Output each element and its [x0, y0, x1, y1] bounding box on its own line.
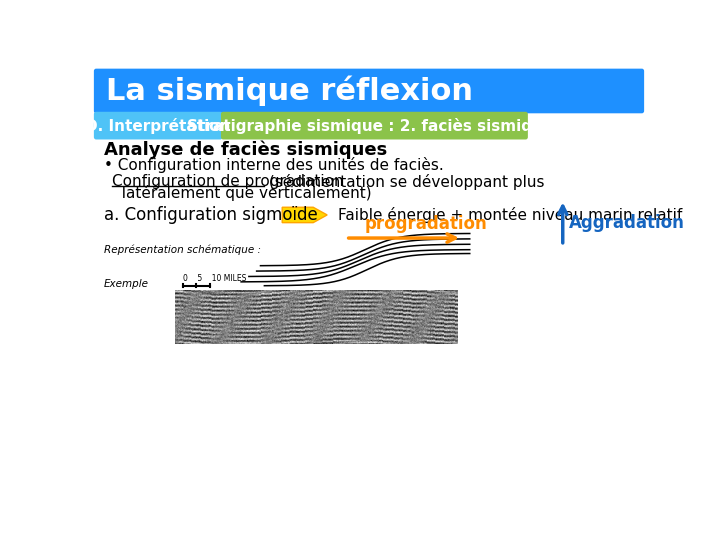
- FancyBboxPatch shape: [221, 112, 528, 139]
- Text: Faible énergie + montée niveau marin relatif: Faible énergie + montée niveau marin rel…: [338, 207, 683, 223]
- Text: Représentation schématique :: Représentation schématique :: [104, 244, 261, 255]
- Text: a. Configuration sigmoïde: a. Configuration sigmoïde: [104, 206, 318, 224]
- Text: • Configuration interne des unités de faciès.: • Configuration interne des unités de fa…: [104, 157, 444, 173]
- Text: Analyse de faciès sismiques: Analyse de faciès sismiques: [104, 140, 387, 159]
- FancyArrow shape: [282, 207, 327, 222]
- Text: progradation: progradation: [365, 215, 488, 233]
- Text: D. Interprétation: D. Interprétation: [86, 118, 231, 133]
- Text: Stratigraphie sismique : 2. faciès sismiques: Stratigraphie sismique : 2. faciès sismi…: [186, 118, 562, 133]
- Text: latéralement que verticalement): latéralement que verticalement): [112, 185, 372, 201]
- Text: 0    5    10 MILES: 0 5 10 MILES: [183, 274, 246, 284]
- Text: La sismique réflexion: La sismique réflexion: [106, 76, 472, 106]
- Text: (sédimentation se développant plus: (sédimentation se développant plus: [264, 174, 545, 190]
- FancyBboxPatch shape: [94, 69, 644, 113]
- Text: Aggradation: Aggradation: [569, 214, 685, 232]
- Text: Configuration de progradation: Configuration de progradation: [112, 174, 343, 190]
- FancyBboxPatch shape: [94, 112, 222, 139]
- Text: Exemple: Exemple: [104, 279, 149, 289]
